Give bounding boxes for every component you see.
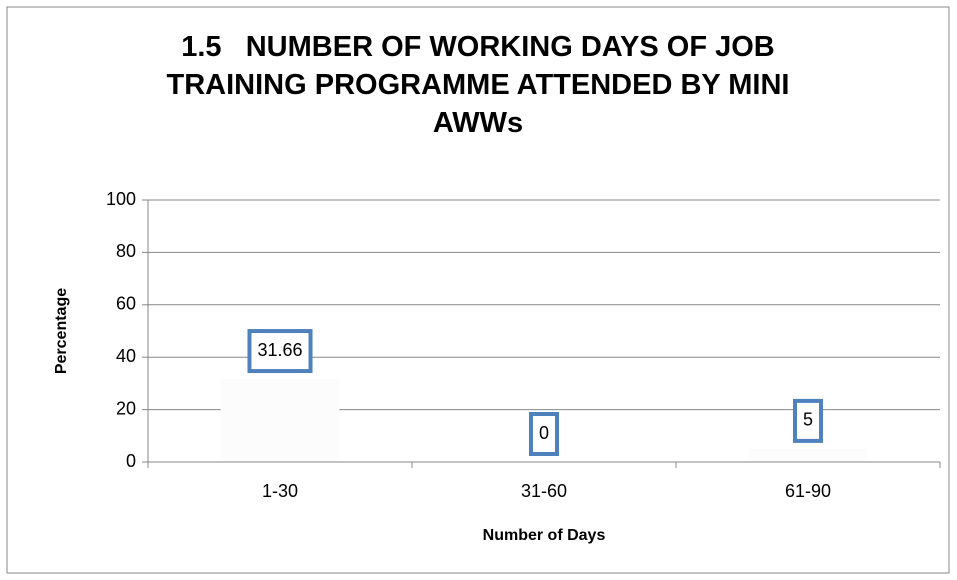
- data-label-box: [247, 329, 313, 374]
- y-tick-label: 0: [126, 451, 136, 471]
- data-label: 5: [803, 410, 813, 430]
- data-label-box: [528, 412, 560, 456]
- bar: [748, 448, 868, 462]
- data-label-box: [792, 398, 824, 443]
- chart-border: [6, 6, 950, 574]
- bar: [220, 379, 340, 462]
- y-axis-title: Percentage: [53, 288, 70, 374]
- y-tick-label: 100: [106, 189, 136, 209]
- x-tick-label: 31-60: [521, 481, 567, 501]
- x-tick-label: 1-30: [262, 481, 298, 501]
- y-tick-label: 80: [116, 241, 136, 261]
- data-label: 31.66: [257, 340, 302, 360]
- chart-title: 1.5 NUMBER OF WORKING DAYS OF JOB TRAINI…: [166, 31, 797, 139]
- y-tick-label: 40: [116, 346, 136, 366]
- x-tick-label: 61-90: [785, 481, 831, 501]
- y-tick-label: 20: [116, 398, 136, 418]
- y-tick-label: 60: [116, 294, 136, 314]
- data-label: 0: [539, 423, 549, 443]
- x-axis-title: Number of Days: [483, 527, 606, 544]
